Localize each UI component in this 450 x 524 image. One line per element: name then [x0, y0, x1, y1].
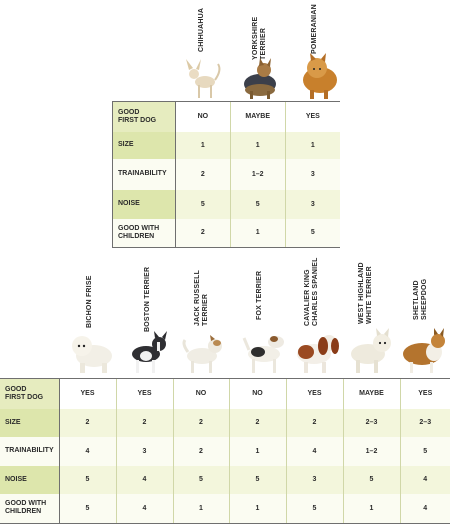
breed-header-jack-russell-terrier: JACK RUSSELL TERRIER — [194, 269, 209, 326]
cell-cavalier-good-first-dog: YES — [285, 378, 343, 409]
west-highland-white-terrier-photo — [351, 328, 391, 373]
cell-cavalier-trainability: 4 — [285, 436, 343, 466]
table-row: SIZE 2 2 2 2 2 2–3 2–3 — [0, 408, 450, 437]
cell-pomeranian-good-with-children: 5 — [284, 218, 340, 248]
cell-bichon-frise-good-with-children: 5 — [58, 493, 116, 524]
table-row: NOISE 5 5 3 — [112, 189, 340, 219]
row-label-trainability: TRAINABILITY — [0, 436, 59, 466]
cell-fox-terrier-good-with-children: 1 — [228, 493, 286, 524]
cell-boston-terrier-good-first-dog: YES — [115, 378, 173, 409]
breed-header-bichon-frise: BICHON FRISE — [86, 275, 93, 328]
cell-westie-trainability: 1–2 — [342, 436, 400, 466]
breed-header-boston-terrier: BOSTON TERRIER — [144, 266, 151, 332]
cell-westie-good-first-dog: MAYBE — [342, 378, 400, 409]
yorkshire-terrier-photo — [244, 58, 276, 99]
cell-yorkshire-terrier-good-first-dog: MAYBE — [229, 101, 286, 132]
row-label-noise: NOISE — [112, 189, 176, 219]
cell-sheltie-trainability: 5 — [399, 436, 450, 466]
breed-header-cavalier-king-charles-spaniel: CAVALIER KING CHARLES SPANIEL — [304, 257, 319, 326]
cell-fox-terrier-noise: 5 — [228, 465, 286, 494]
cell-cavalier-size: 2 — [285, 408, 343, 437]
cell-chihuahua-size: 1 — [174, 131, 231, 159]
row-label-noise: NOISE — [0, 465, 59, 494]
cell-chihuahua-good-with-children: 2 — [174, 218, 231, 248]
chihuahua-photo — [186, 59, 221, 98]
cell-sheltie-good-with-children: 4 — [399, 493, 450, 524]
cell-jack-russell-terrier-good-with-children: 1 — [172, 493, 229, 524]
cell-bichon-frise-trainability: 4 — [58, 436, 116, 466]
cell-pomeranian-trainability: 3 — [284, 158, 340, 190]
row-label-good-first-dog: GOOD FIRST DOG — [112, 101, 176, 132]
comparison-table-top: GOOD FIRST DOG NO MAYBE YES SIZE 1 1 1 T… — [112, 101, 340, 248]
table-row: TRAINABILITY 4 3 2 1 4 1–2 5 — [0, 436, 450, 466]
fox-terrier-photo — [242, 336, 284, 373]
cell-yorkshire-terrier-size: 1 — [229, 131, 286, 159]
row-label-trainability: TRAINABILITY — [112, 158, 176, 190]
shetland-sheepdog-photo — [403, 328, 445, 373]
cell-chihuahua-good-first-dog: NO — [174, 101, 231, 132]
breed-header-west-highland-white-terrier: WEST HIGHLAND WHITE TERRIER — [358, 262, 373, 324]
cell-pomeranian-size: 1 — [284, 131, 340, 159]
cell-boston-terrier-noise: 4 — [115, 465, 173, 494]
cell-westie-good-with-children: 1 — [342, 493, 400, 524]
bichon-frise-photo — [72, 336, 112, 373]
cell-cavalier-good-with-children: 5 — [285, 493, 343, 524]
jack-russell-terrier-photo — [182, 335, 222, 373]
cell-yorkshire-terrier-good-with-children: 1 — [229, 218, 286, 248]
cell-westie-size: 2–3 — [342, 408, 400, 437]
table-row: GOOD FIRST DOG NO MAYBE YES — [112, 101, 340, 132]
cell-jack-russell-terrier-good-first-dog: NO — [172, 378, 229, 409]
cell-cavalier-noise: 3 — [285, 465, 343, 494]
cell-pomeranian-noise: 3 — [284, 189, 340, 219]
cell-sheltie-noise: 4 — [399, 465, 450, 494]
row-label-size: SIZE — [112, 131, 176, 159]
table-row: GOOD WITH CHILDREN 5 4 1 1 5 1 4 — [0, 493, 450, 524]
breed-header-chihuahua: CHIHUAHUA — [198, 7, 205, 52]
cell-bichon-frise-good-first-dog: YES — [58, 378, 116, 409]
row-label-good-with-children: GOOD WITH CHILDREN — [112, 218, 176, 248]
cell-bichon-frise-noise: 5 — [58, 465, 116, 494]
boston-terrier-photo — [132, 331, 167, 373]
cell-boston-terrier-good-with-children: 4 — [115, 493, 173, 524]
table-row: GOOD FIRST DOG YES YES NO NO YES MAYBE Y… — [0, 378, 450, 409]
cell-jack-russell-terrier-size: 2 — [172, 408, 229, 437]
cell-jack-russell-terrier-trainability: 2 — [172, 436, 229, 466]
row-label-size: SIZE — [0, 408, 59, 437]
table-row: GOOD WITH CHILDREN 2 1 5 — [112, 218, 340, 248]
cell-westie-noise: 5 — [342, 465, 400, 494]
table-row: NOISE 5 4 5 5 3 5 4 — [0, 465, 450, 494]
cell-fox-terrier-trainability: 1 — [228, 436, 286, 466]
breed-header-fox-terrier: FOX TERRIER — [256, 270, 263, 320]
cell-fox-terrier-size: 2 — [228, 408, 286, 437]
table-row: TRAINABILITY 2 1–2 3 — [112, 158, 340, 190]
cell-fox-terrier-good-first-dog: NO — [228, 378, 286, 409]
cell-boston-terrier-trainability: 3 — [115, 436, 173, 466]
cell-yorkshire-terrier-noise: 5 — [229, 189, 286, 219]
table-row: SIZE 1 1 1 — [112, 131, 340, 159]
row-label-good-with-children: GOOD WITH CHILDREN — [0, 493, 59, 524]
cell-boston-terrier-size: 2 — [115, 408, 173, 437]
cell-chihuahua-trainability: 2 — [174, 158, 231, 190]
cell-jack-russell-terrier-noise: 5 — [172, 465, 229, 494]
comparison-table-bottom: GOOD FIRST DOG YES YES NO NO YES MAYBE Y… — [0, 378, 450, 524]
breed-header-pomeranian: POMERANIAN — [311, 4, 318, 54]
cell-chihuahua-noise: 5 — [174, 189, 231, 219]
cell-bichon-frise-size: 2 — [58, 408, 116, 437]
cavalier-king-charles-spaniel-photo — [297, 335, 339, 373]
cell-yorkshire-terrier-trainability: 1–2 — [229, 158, 286, 190]
pomeranian-photo — [303, 53, 337, 99]
breed-header-yorkshire-terrier: YORKSHIRE TERRIER — [252, 16, 267, 60]
breed-header-shetland-sheepdog: SHETLAND SHEEPDOG — [413, 278, 428, 320]
cell-pomeranian-good-first-dog: YES — [284, 101, 340, 132]
cell-sheltie-good-first-dog: YES — [399, 378, 450, 409]
cell-sheltie-size: 2–3 — [399, 408, 450, 437]
row-label-good-first-dog: GOOD FIRST DOG — [0, 378, 59, 409]
